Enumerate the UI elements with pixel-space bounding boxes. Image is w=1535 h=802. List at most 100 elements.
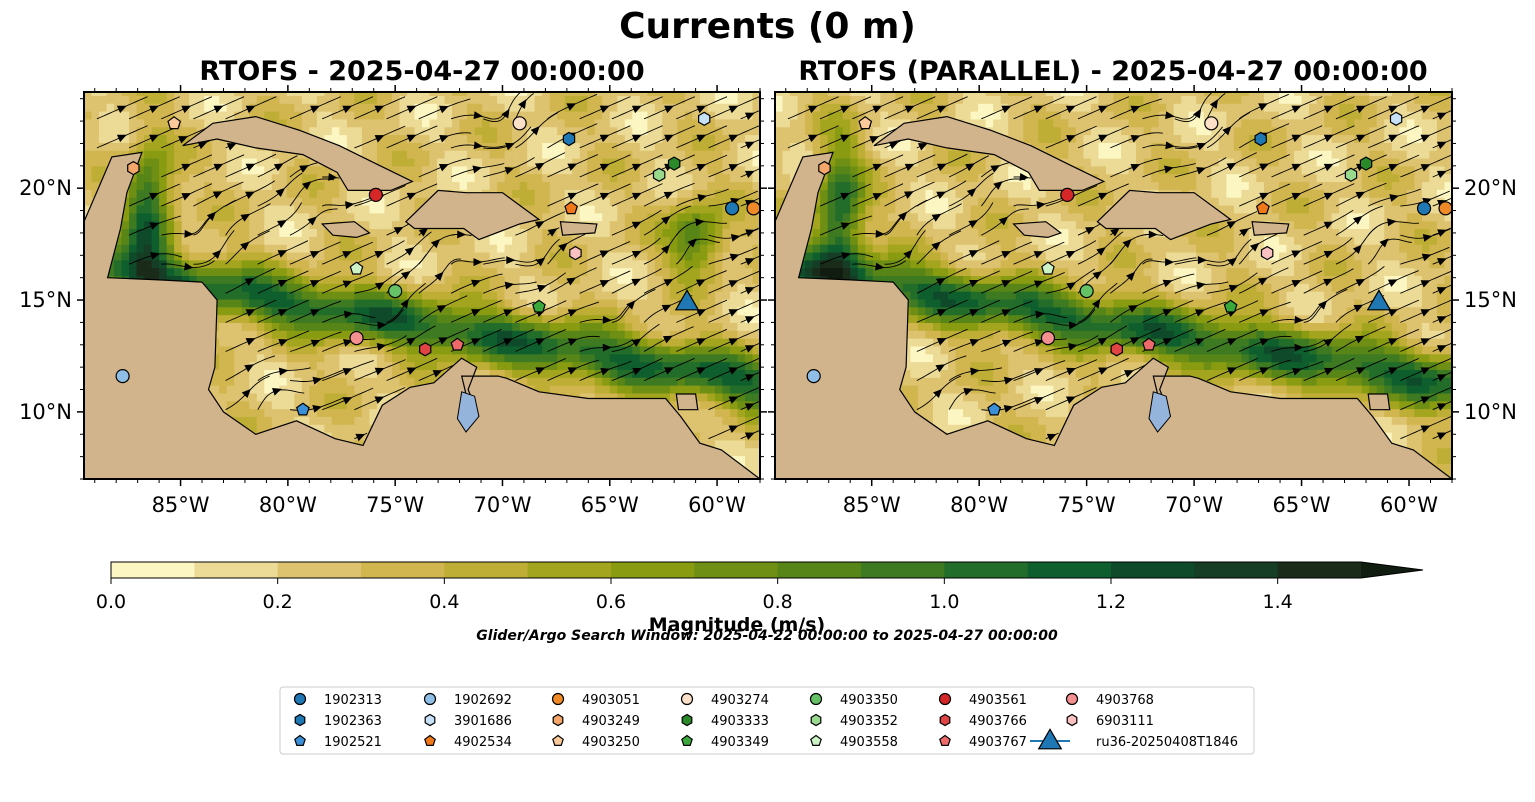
magnitude-cell [684, 92, 693, 96]
magnitude-cell [316, 400, 325, 410]
magnitude-cell [204, 267, 213, 277]
magnitude-cell [369, 369, 378, 378]
magnitude-cell [669, 212, 678, 222]
magnitude-cell [234, 275, 243, 284]
magnitude-cell [361, 330, 371, 339]
magnitude-cell [211, 142, 220, 151]
magnitude-cell [316, 392, 325, 402]
magnitude-cell [602, 330, 611, 339]
magnitude-cell [241, 157, 250, 167]
magnitude-cell [692, 385, 701, 394]
magnitude-cell [557, 95, 566, 104]
magnitude-cell [346, 369, 355, 378]
magnitude-cell [294, 92, 303, 96]
magnitude-cell [391, 385, 401, 394]
magnitude-cell [744, 244, 754, 253]
magnitude-cell [684, 197, 693, 206]
magnitude-cell [677, 150, 686, 159]
magnitude-cell [594, 259, 603, 269]
magnitude-cell [91, 126, 100, 136]
magnitude-cell [647, 330, 656, 339]
magnitude-cell [437, 251, 446, 261]
magnitude-cell [301, 189, 310, 198]
magnitude-cell [452, 134, 461, 143]
magnitude-cell [414, 267, 423, 277]
magnitude-cell [684, 369, 693, 378]
magnitude-cell [121, 204, 130, 214]
magnitude-cell [399, 244, 408, 253]
magnitude-cell [399, 361, 408, 370]
magnitude-cell [294, 291, 303, 300]
magnitude-cell [714, 189, 724, 198]
magnitude-cell [181, 204, 190, 214]
magnitude-cell [384, 220, 393, 230]
magnitude-cell [437, 259, 446, 269]
magnitude-cell [136, 142, 145, 151]
magnitude-cell [399, 95, 408, 104]
magnitude-cell [654, 338, 663, 347]
magnitude-cell [617, 314, 626, 324]
magnitude-cell [219, 259, 228, 269]
magnitude-cell [234, 259, 243, 269]
magnitude-cell [309, 157, 318, 167]
magnitude-cell [497, 259, 506, 269]
magnitude-cell [744, 291, 754, 300]
magnitude-cell [572, 126, 581, 136]
magnitude-cell [354, 392, 363, 402]
streamline-arrow [599, 192, 610, 201]
magnitude-cell [91, 118, 100, 128]
magnitude-cell [369, 212, 378, 222]
magnitude-cell [482, 244, 491, 253]
magnitude-cell [241, 385, 250, 394]
magnitude-cell [99, 126, 108, 136]
streamline-arrow [664, 367, 674, 375]
magnitude-cell [557, 283, 566, 292]
streamline-arrow [471, 309, 481, 317]
magnitude-cell [639, 306, 648, 316]
magnitude-cell [512, 95, 521, 104]
magnitude-cell [196, 267, 205, 277]
magnitude-cell [136, 173, 145, 183]
magnitude-cell [129, 204, 138, 214]
magnitude-cell [444, 150, 453, 159]
magnitude-cell [519, 126, 528, 136]
magnitude-cell [129, 220, 138, 230]
magnitude-cell [639, 353, 648, 363]
magnitude-cell [684, 267, 693, 277]
magnitude-cell [729, 220, 739, 230]
magnitude-cell [294, 353, 303, 363]
magnitude-cell [654, 291, 663, 300]
magnitude-cell [662, 267, 671, 277]
magnitude-cell [512, 345, 521, 355]
magnitude-cell [249, 322, 258, 331]
magnitude-cell [482, 361, 491, 370]
magnitude-cell [744, 439, 754, 449]
magnitude-cell [429, 126, 438, 136]
magnitude-cell [624, 228, 633, 237]
streamline-arrow [631, 221, 642, 230]
map-content [84, 92, 760, 479]
magnitude-cell [301, 157, 310, 167]
magnitude-cell [174, 259, 183, 269]
magnitude-cell [181, 126, 190, 136]
magnitude-cell [159, 142, 168, 151]
magnitude-cell [752, 338, 760, 347]
magnitude-cell [444, 92, 453, 96]
magnitude-cell [339, 212, 348, 222]
magnitude-cell [647, 259, 656, 269]
magnitude-cell [196, 197, 205, 206]
streamline-arrow [245, 191, 255, 200]
magnitude-cell [241, 377, 250, 386]
magnitude-cell [647, 385, 656, 394]
magnitude-cell [714, 392, 724, 402]
magnitude-cell [331, 134, 340, 143]
magnitude-cell [489, 134, 498, 143]
magnitude-cell [609, 111, 618, 120]
magnitude-cell [729, 369, 739, 378]
magnitude-cell [114, 267, 123, 277]
magnitude-cell [301, 220, 310, 230]
magnitude-cell [399, 220, 408, 230]
streamline-arrow [312, 376, 323, 385]
magnitude-cell [677, 189, 686, 198]
magnitude-cell [482, 134, 491, 143]
